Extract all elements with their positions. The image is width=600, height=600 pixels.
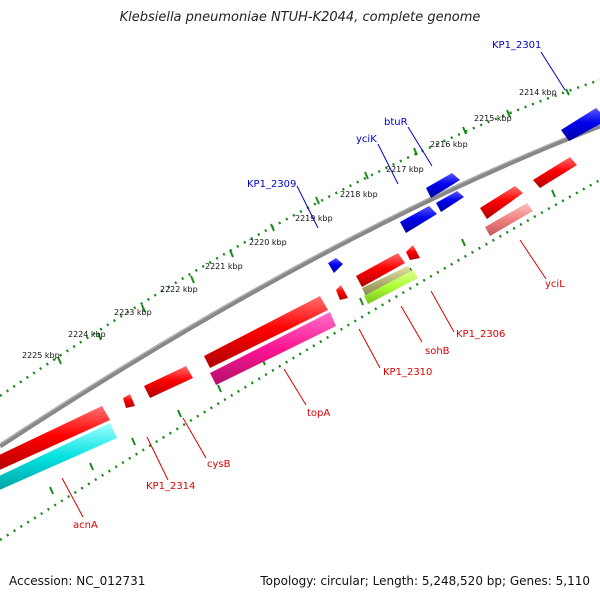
gene-topA: [210, 312, 336, 385]
gene-yciL: [485, 203, 533, 236]
gene-label: topA: [307, 408, 330, 419]
gene-KP1_2306: [356, 253, 405, 287]
gene-sohB: [364, 270, 418, 304]
kbp-label: 2225 kbp: [22, 351, 60, 360]
gene-KP1_2310-small: [336, 285, 348, 300]
gene-acnA: [0, 423, 117, 490]
gene-KP1_2309-b: [328, 258, 343, 273]
backbone-highlight: [0, 123, 600, 445]
gene-label: KP1_2314: [146, 481, 195, 492]
kbp-label: 2215 kbp: [474, 114, 512, 123]
forward-genes: [328, 108, 600, 273]
gene-label: sohB: [425, 346, 450, 357]
gene-label: KP1_2309: [247, 179, 296, 190]
kbp-label: 2220 kbp: [249, 238, 287, 247]
gene-label: KP1_2301: [492, 40, 541, 51]
gene-acnA-red: [0, 406, 110, 470]
gene-btuR: [426, 173, 460, 198]
map-title: Klebsiella pneumoniae NTUH-K2044, comple…: [119, 10, 481, 25]
kbp-label: 2218 kbp: [340, 190, 378, 199]
kbp-label: 2217 kbp: [386, 165, 424, 174]
gene-labels: KP1_2301 btuR yciK KP1_2309 yciL KP1_230…: [73, 40, 565, 531]
gene-KP1_2304: [533, 157, 577, 188]
gene-label: yciK: [356, 134, 377, 145]
gene-label: btuR: [384, 117, 408, 128]
inner-tick-track: [0, 178, 600, 542]
kbp-label: 2222 kbp: [160, 285, 198, 294]
kbp-labels: 2214 kbp 2215 kbp 2216 kbp 2217 kbp 2218…: [22, 88, 557, 360]
gene-cysB-small: [123, 394, 135, 408]
kbp-label: 2219 kbp: [295, 214, 333, 223]
outer-tick-track: [0, 78, 600, 398]
gene-label: KP1_2310: [383, 367, 432, 378]
gene-cysB: [144, 366, 193, 398]
topology-text: Topology: circular; Length: 5,248,520 bp…: [260, 574, 590, 588]
genome-backbone: [0, 123, 600, 449]
kbp-label: 2214 kbp: [519, 88, 557, 97]
gene-label: acnA: [73, 520, 98, 531]
gene-label: cysB: [207, 459, 231, 470]
kbp-major-ticks: [57, 88, 570, 365]
reverse-genes: [0, 157, 577, 490]
kbp-label: 2221 kbp: [205, 262, 243, 271]
kbp-label: 2216 kbp: [430, 140, 468, 149]
label-leaders: [61, 51, 566, 518]
gene-KP1_2301: [561, 108, 600, 141]
gene-label: yciL: [545, 279, 565, 290]
gene-yciL-red: [480, 186, 523, 219]
kbp-label: 2223 kbp: [114, 308, 152, 317]
gene-KP1_2310: [204, 296, 328, 368]
gene-KP1_2306-small: [406, 245, 420, 260]
accession-text: Accession: NC_012731: [9, 574, 146, 588]
gene-yciK: [436, 191, 464, 212]
gene-KP1_2309-a: [400, 206, 437, 233]
gene-label: KP1_2306: [456, 329, 505, 340]
kbp-label: 2224 kbp: [68, 330, 106, 339]
